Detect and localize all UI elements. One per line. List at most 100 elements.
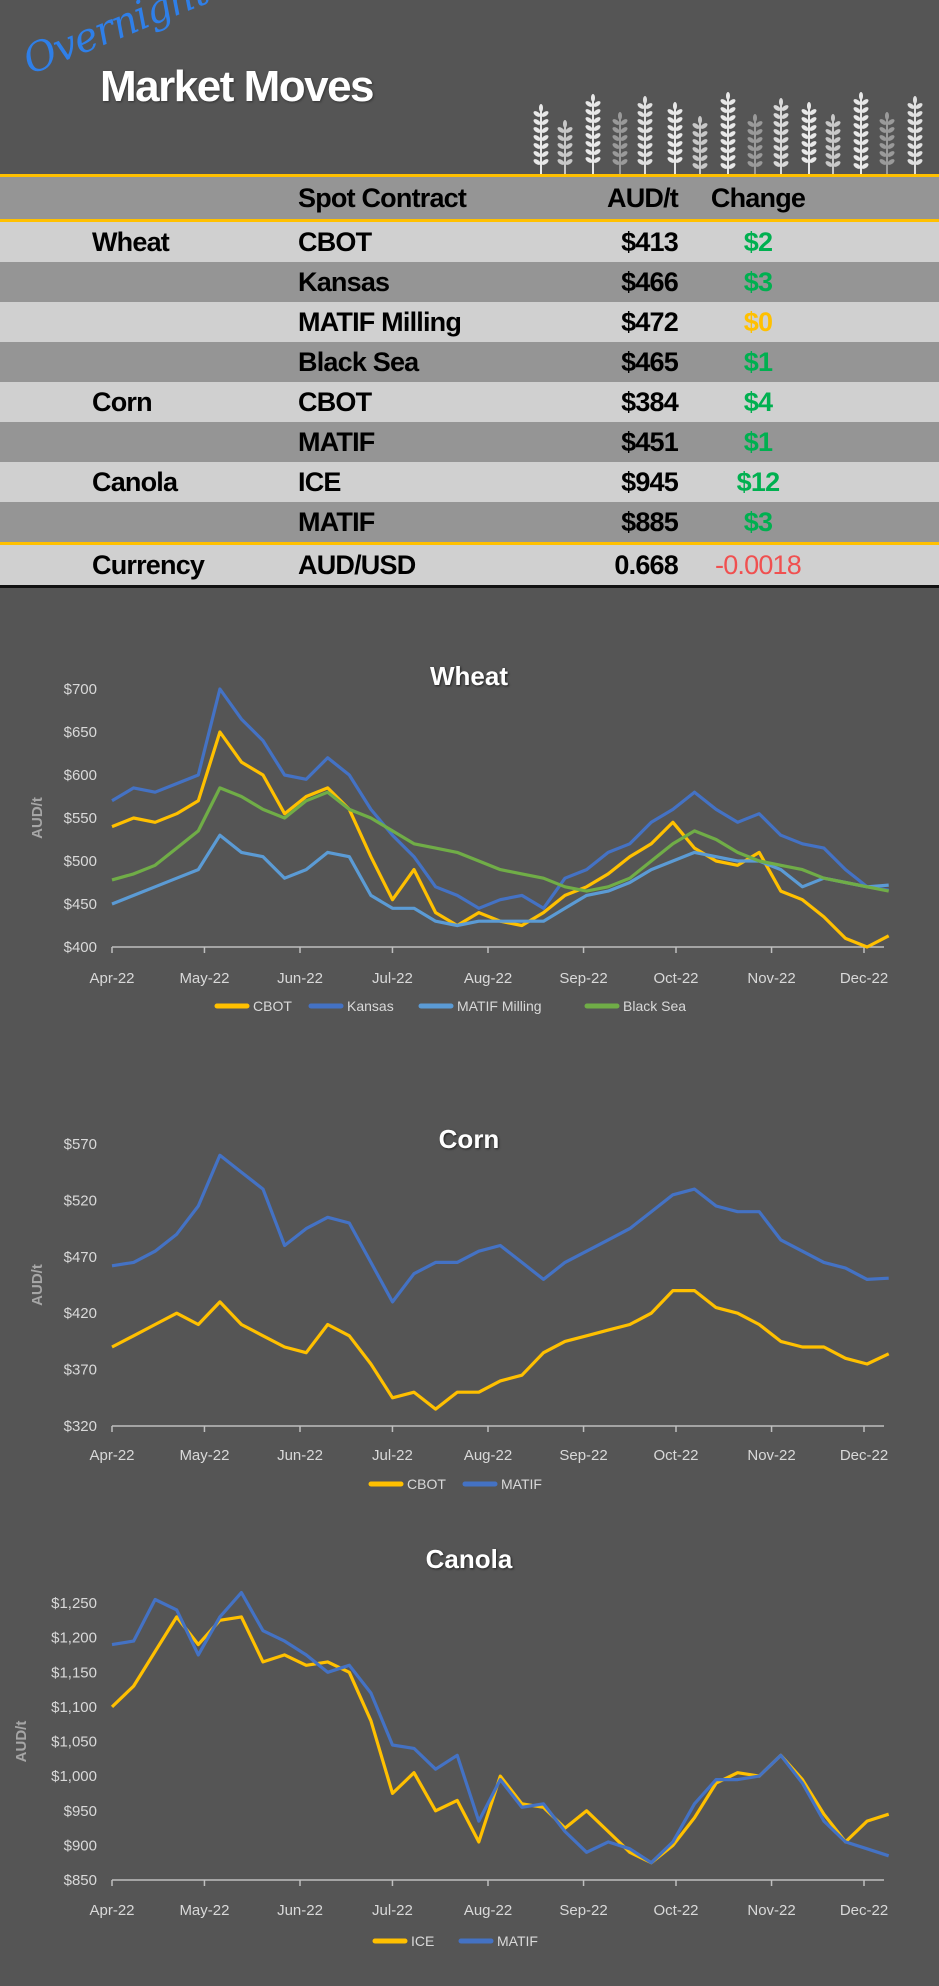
x-tick-label: Sep-22 [559, 1902, 607, 1919]
y-tick-label: $950 [64, 1803, 97, 1820]
y-tick-label: $400 [64, 939, 97, 956]
corn-chart: Corn AUD/t $320 $370 $420 $470 $520 $570 Apr-22 M… [29, 1124, 890, 1492]
contract-cell: AUD/USD [298, 542, 598, 588]
y-tick-label: $1,150 [51, 1664, 97, 1681]
price-cell: $413 [598, 220, 679, 262]
header-banner: Overnight Market Moves [0, 0, 939, 174]
change-cell: $3 [678, 262, 838, 302]
x-tick-label: Apr-22 [89, 1902, 134, 1919]
y-tick-label: $700 [64, 681, 97, 698]
x-tick-label: Jul-22 [372, 970, 413, 987]
x-tick-label: Aug-22 [464, 970, 512, 987]
y-tick-label: $600 [64, 767, 97, 784]
price-cell: 0.668 [598, 542, 679, 588]
wheat-stalk-icon [667, 102, 683, 174]
x-tick-label: Jun-22 [277, 1902, 323, 1919]
x-tick-label: Sep-22 [559, 1447, 607, 1464]
commodity-cell: Currency [0, 542, 298, 588]
wheat-stalk-icon [557, 120, 573, 174]
commodity-cell [0, 342, 298, 382]
y-tick-label: $520 [64, 1192, 97, 1209]
legend-label: MATIF [501, 1476, 542, 1492]
change-cell: $3 [678, 502, 838, 544]
price-cell: $451 [598, 422, 679, 462]
series-line-matif [111, 1590, 890, 1865]
legend-label: CBOT [407, 1476, 446, 1492]
change-cell: $1 [678, 422, 838, 462]
x-tick-label: Aug-22 [464, 1902, 512, 1919]
series-line-cbot [111, 1289, 890, 1411]
x-tick-label: Nov-22 [747, 970, 795, 987]
wheat-stalk-icon [853, 92, 869, 174]
contract-cell: MATIF [298, 422, 598, 462]
commodity-cell [0, 502, 298, 544]
contract-cell: ICE [298, 462, 598, 502]
x-tick-label: Jul-22 [372, 1447, 413, 1464]
legend-label: ICE [411, 1933, 434, 1949]
x-tick-label: Oct-22 [653, 970, 698, 987]
x-tick-label: Jun-22 [277, 970, 323, 987]
x-tick-label: Dec-22 [840, 1447, 888, 1464]
price-cell: $466 [598, 262, 679, 302]
legend-item: MATIF Milling [418, 998, 542, 1014]
change-cell: $4 [678, 382, 838, 422]
y-tick-label: $900 [64, 1837, 97, 1854]
wheat-stalk-icon [879, 112, 895, 174]
y-tick-label: $1,250 [51, 1595, 97, 1612]
wheat-stalks-icon [533, 92, 923, 174]
y-axis-label: AUD/t [13, 1721, 30, 1763]
change-cell: $1 [678, 342, 838, 382]
x-tick-label: Apr-22 [89, 970, 134, 987]
price-cell: $885 [598, 502, 679, 544]
legend-item: MATIF [462, 1476, 542, 1492]
series-line-ice [110, 1615, 890, 1865]
x-tick-label: May-22 [179, 1447, 229, 1464]
x-tick-label: Jul-22 [372, 1902, 413, 1919]
legend-item: CBOT [368, 1476, 446, 1492]
contract-cell: Kansas [298, 262, 598, 302]
legend-item: Kansas [308, 998, 394, 1014]
x-tick-label: Aug-22 [464, 1447, 512, 1464]
market-table: Spot Contract AUD/t Change Wheat CBOT $413… [0, 174, 939, 588]
y-tick-label: $570 [64, 1136, 97, 1153]
commodity-cell [0, 262, 298, 302]
wheat-stalk-icon [533, 104, 549, 174]
contract-cell: CBOT [298, 382, 598, 422]
legend-label: CBOT [253, 998, 292, 1014]
wheat-stalk-icon [907, 96, 923, 174]
legend-label: MATIF [497, 1933, 538, 1949]
wheat-chart: Wheat AUD/t $400 $450 $500 $550 $600 $650 $700 Ap… [29, 661, 890, 1014]
wheat-stalk-icon [637, 96, 653, 174]
x-tick-label: Dec-22 [840, 970, 888, 987]
table-row: Canola ICE $945 $12 [0, 462, 939, 502]
price-cell: $465 [598, 342, 679, 382]
legend-item: MATIF [458, 1933, 538, 1949]
series-line-kansas [111, 687, 889, 910]
y-tick-label: $370 [64, 1362, 97, 1379]
price-cell: $945 [598, 462, 679, 502]
wheat-stalk-icon [585, 94, 601, 174]
series-line-matif-milling [111, 833, 889, 928]
legend-label: Kansas [347, 998, 394, 1014]
legend-item: ICE [372, 1933, 434, 1949]
column-header-change: Change [678, 174, 838, 222]
y-tick-label: $470 [64, 1249, 97, 1266]
legend-item: CBOT [214, 998, 292, 1014]
column-header-price: AUD/t [598, 174, 679, 222]
chart-title: Wheat [430, 661, 508, 691]
table-row: Wheat CBOT $413 $2 [0, 220, 939, 262]
legend-label: MATIF Milling [457, 998, 542, 1014]
y-tick-label: $850 [64, 1872, 97, 1889]
x-tick-label: May-22 [179, 970, 229, 987]
canola-chart: Canola AUD/t $850 $900 $950 $1,000 $1,050 $1,10… [13, 1544, 890, 1949]
y-tick-label: $1,000 [51, 1768, 97, 1785]
table-row: Black Sea $465 $1 [0, 342, 939, 382]
wheat-stalk-icon [801, 102, 817, 174]
legend-item: Black Sea [584, 998, 686, 1014]
price-cell: $384 [598, 382, 679, 422]
wheat-stalk-icon [692, 116, 708, 174]
column-header-commodity [0, 174, 298, 222]
y-tick-label: $450 [64, 896, 97, 913]
y-tick-label: $1,200 [51, 1630, 97, 1647]
x-tick-label: Nov-22 [747, 1447, 795, 1464]
